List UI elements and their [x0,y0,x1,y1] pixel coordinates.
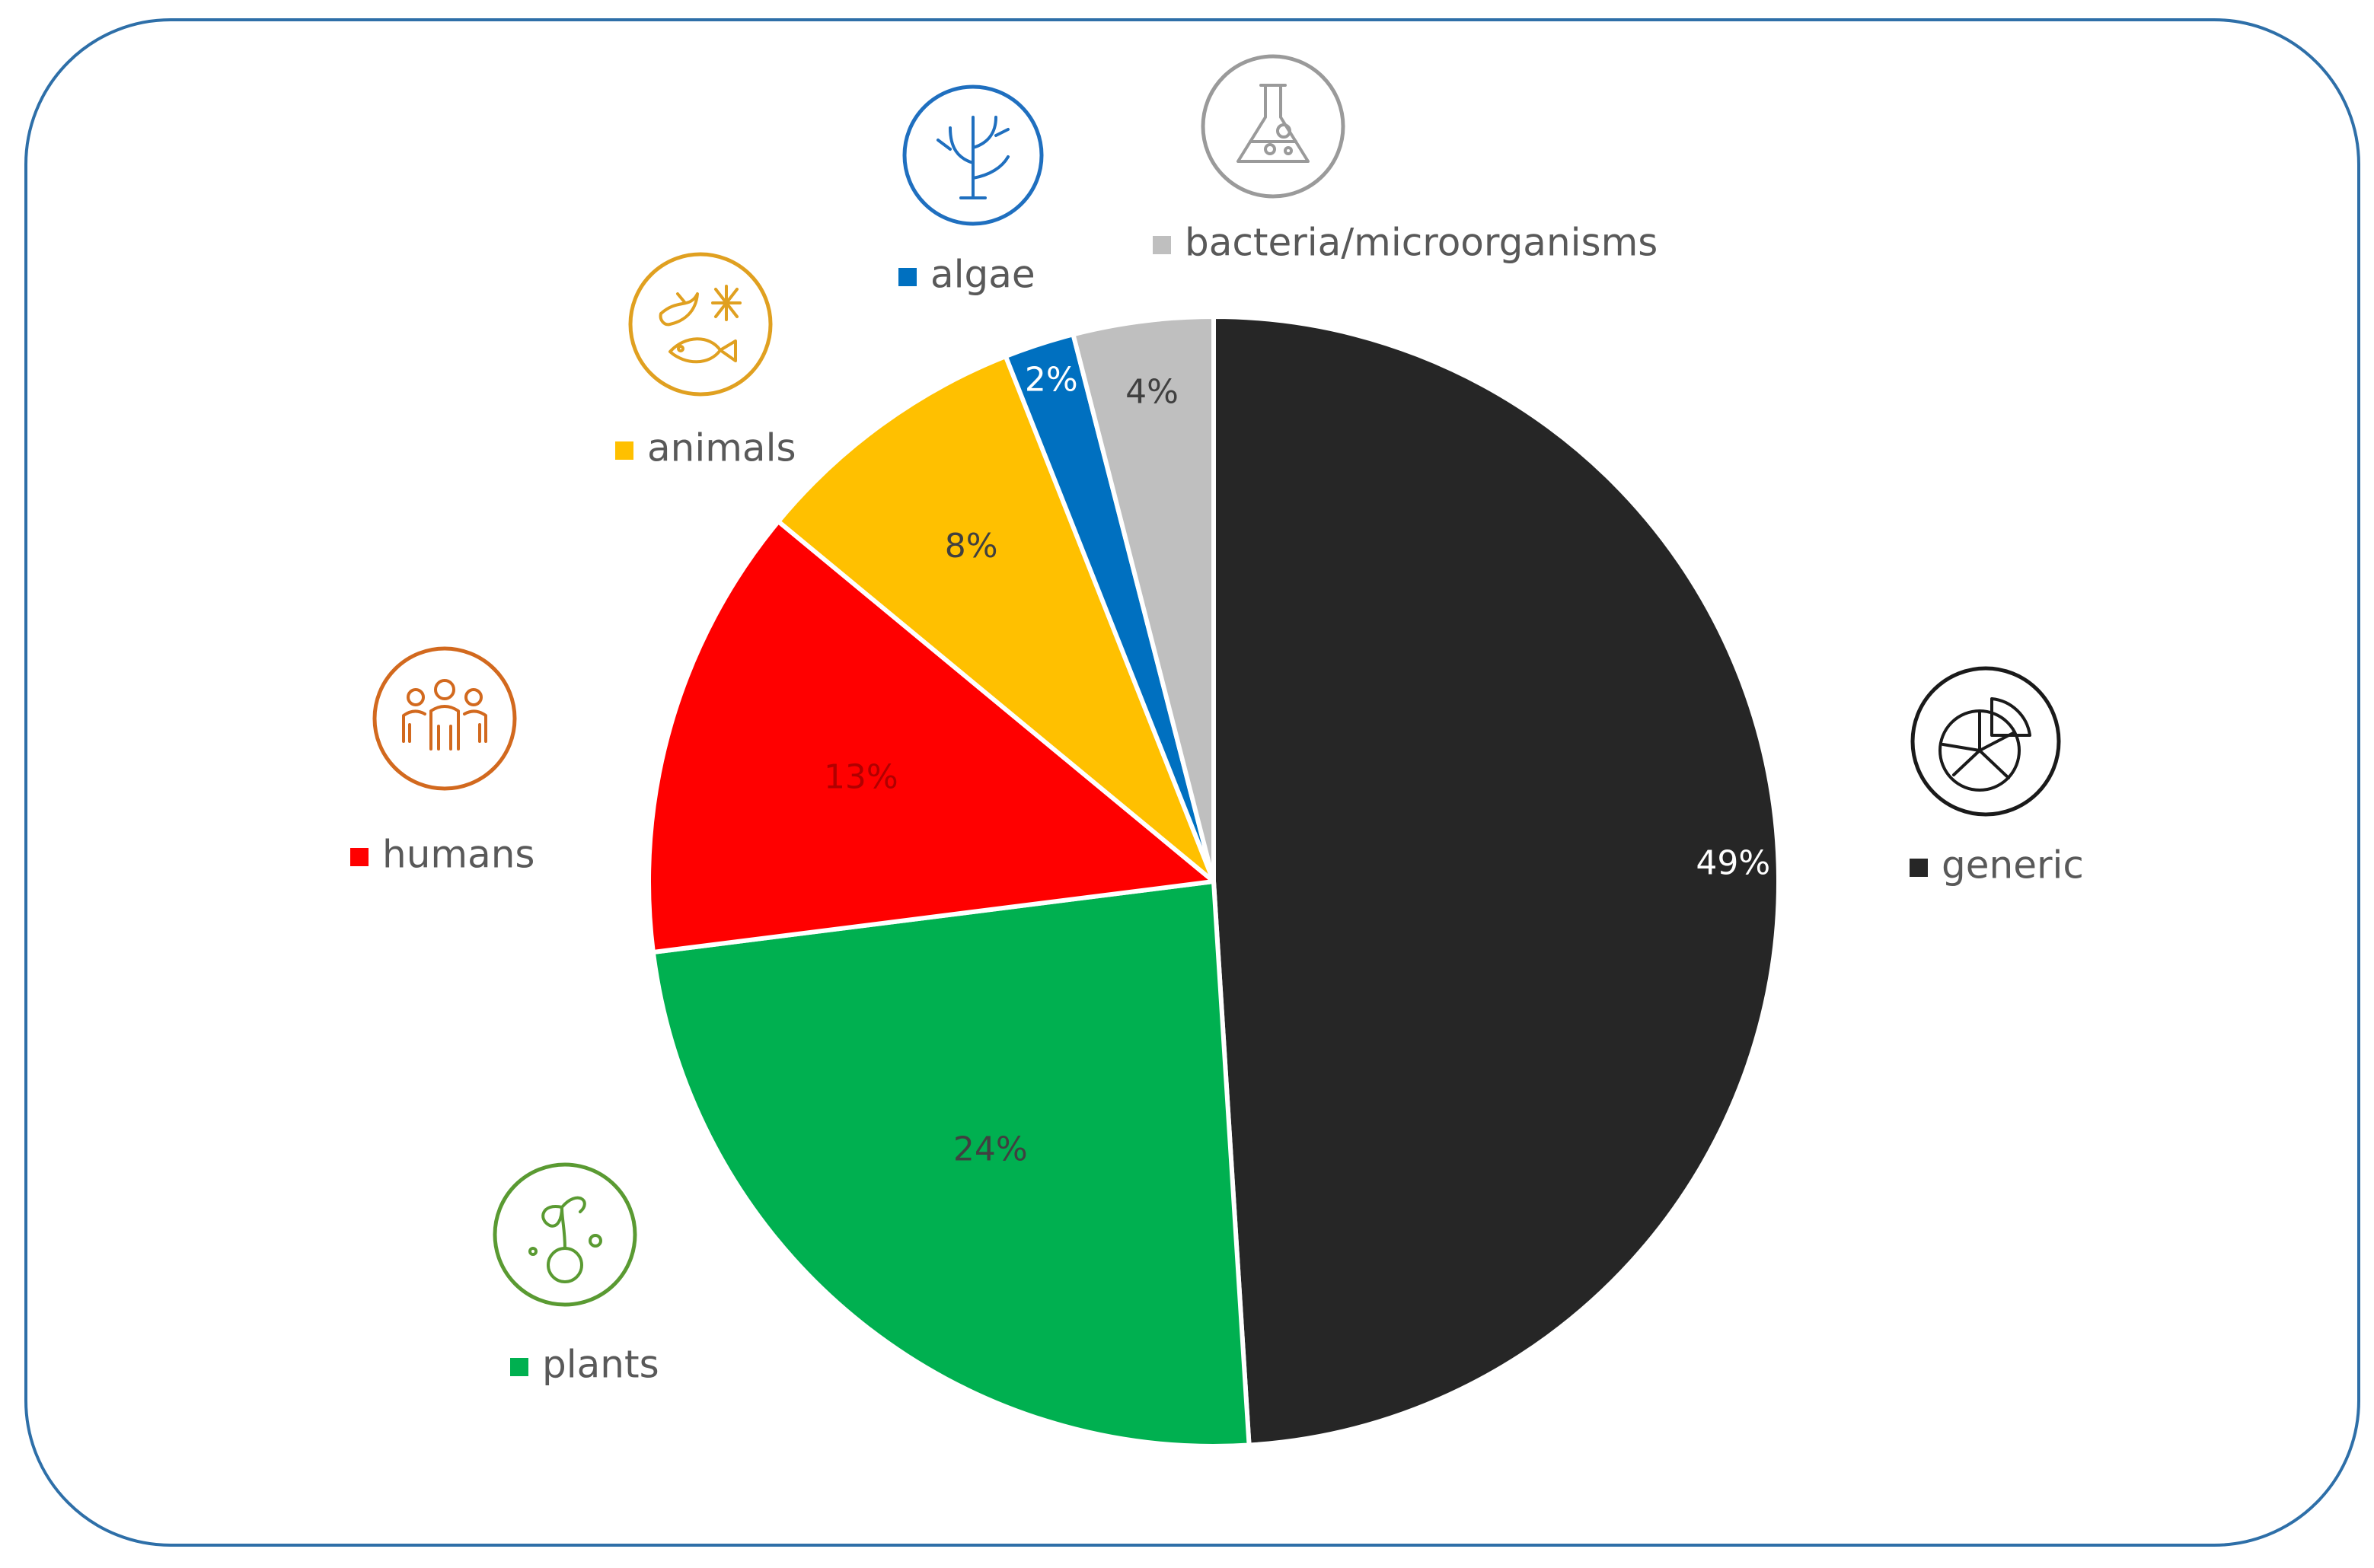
legend-marker [510,1358,528,1376]
legend-marker [1153,236,1171,254]
flask-icon [1201,54,1345,199]
pie-slice-bacteria-microorganisms [1071,314,1216,884]
pie-slice-humans [646,519,1216,955]
value-label: 13% [824,757,898,796]
value-labels: 49% 24% 13% 8% 2% 4% [824,361,1770,1169]
legend-marker [898,268,917,286]
pie-slice-animals [776,354,1216,884]
animals-icon [628,252,773,397]
category-icons [372,54,2061,1307]
legend-label: humans [382,833,534,877]
legend-label: animals [647,426,796,470]
legend-marker [1910,859,1928,877]
people-icon [372,646,517,791]
legend-label: plants [542,1343,659,1387]
value-label: 49% [1696,844,1770,883]
value-label: 4% [1125,373,1179,412]
legend-marker [615,441,633,460]
pie-slice-plants [650,879,1252,1449]
value-label: 2% [1025,361,1078,400]
legend-label: bacteria/microorganisms [1185,221,1658,265]
value-label: 24% [953,1130,1028,1168]
legend-label: algae [930,253,1035,297]
value-label: 8% [945,527,998,566]
algae-icon [902,84,1044,226]
sprout-icon [493,1162,637,1307]
legend-marker [350,848,369,866]
pie-slices [646,314,1781,1449]
legend: generic plants humans animals algae bacteria/… [350,221,2084,1387]
pie-chart-icon [1910,666,2061,817]
legend-label: generic [1942,843,2084,888]
pie-slice-generic [1211,314,1781,1448]
